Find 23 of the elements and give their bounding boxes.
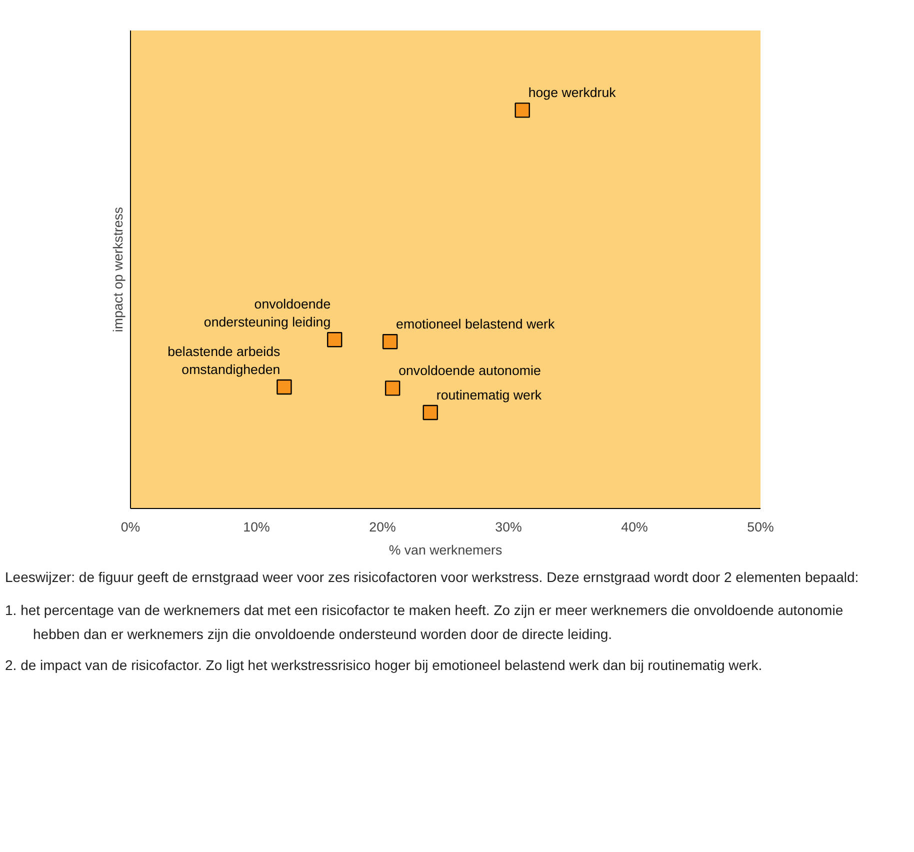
x-tick-label: 20% — [369, 520, 396, 534]
x-axis-title: % van werknemers — [388, 542, 502, 558]
point — [514, 102, 530, 118]
point — [327, 332, 342, 348]
annotation: belastende arbeids omstandigheden — [168, 344, 281, 378]
x-tick-label: 40% — [621, 520, 648, 534]
x-tick-label: 0% — [120, 520, 140, 534]
x-tick-label: 50% — [747, 520, 774, 534]
annotation: onvoldoende ondersteuning leiding — [204, 296, 331, 330]
annotation: hoge werkdruk — [528, 85, 616, 100]
point — [384, 380, 400, 396]
point — [276, 379, 292, 395]
annotation: routinematig werk — [436, 388, 542, 402]
point — [382, 334, 398, 350]
point — [422, 404, 438, 420]
text: 2. de impact van de risicofactor. Zo ligt het werkstressrisico hoger bij emotioneel belastend werk dan bij routinematig werk. — [5, 656, 764, 675]
x-tick-label: 30% — [495, 520, 522, 534]
text: Leeswijzer: de figuur geeft de ernstgraad weer voor zes risicofactoren voor werkstress. Deze ernstgraad wordt door 2 elementen bepaald: — [5, 568, 860, 587]
annotation: onvoldoende autonomie — [398, 363, 541, 378]
annotation: emotioneel belastend werk — [396, 316, 555, 332]
text: 1. het percentage van de werknemers dat met een risicofactor te maken heeft. Zo zijn er meer werknemers die onvoldoende autonomie hebben dan er werknemers zijn die onvoldoende ondersteund worden door de directe leiding. — [5, 600, 844, 644]
y-axis-title: impact op werkstress — [110, 206, 126, 332]
x-tick-label: 10% — [243, 520, 270, 534]
